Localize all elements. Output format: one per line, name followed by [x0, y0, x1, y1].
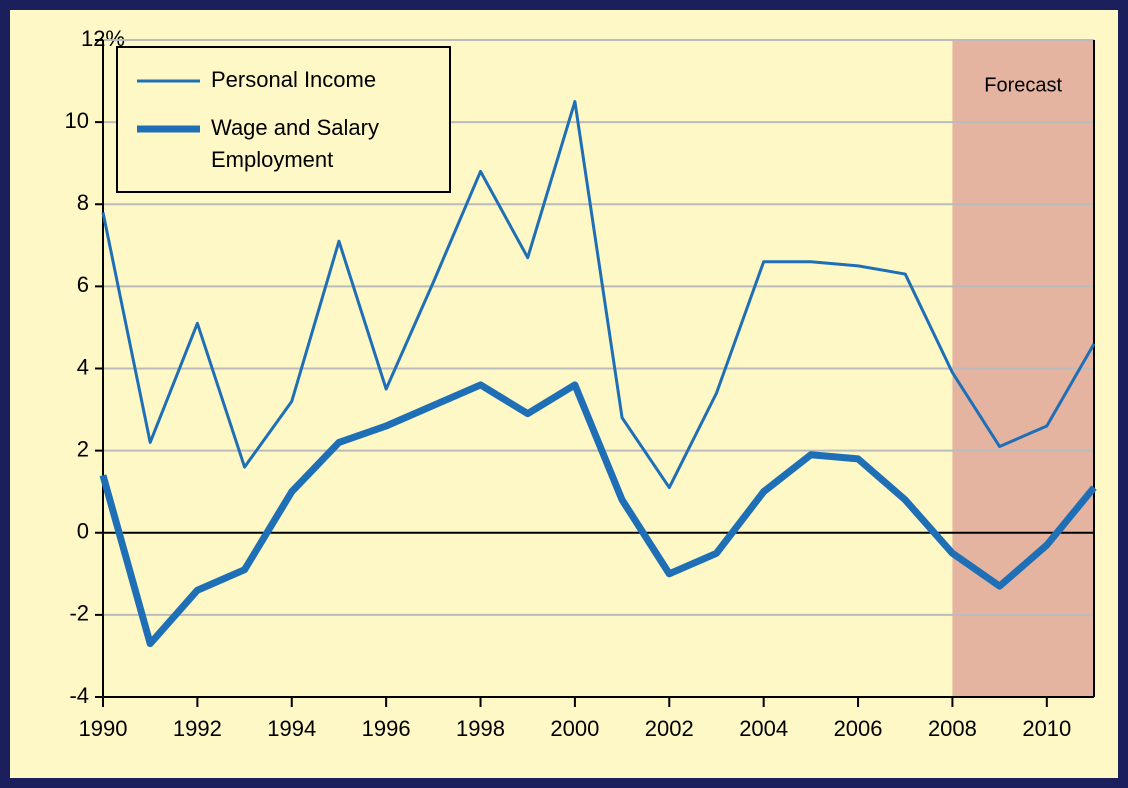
x-tick-label: 2000	[550, 716, 599, 741]
y-tick-label: -4	[69, 683, 89, 708]
x-tick-label: 1996	[362, 716, 411, 741]
y-tick-label: 2	[77, 436, 89, 461]
legend-box	[116, 46, 451, 193]
series-line	[101, 100, 1096, 490]
x-tick-label: 2008	[928, 716, 977, 741]
x-tick-label: 2002	[645, 716, 694, 741]
x-tick-label: 2010	[1022, 716, 1071, 741]
y-tick-label: 4	[77, 354, 89, 379]
x-tick-label: 1992	[173, 716, 222, 741]
series-line	[99, 381, 1097, 648]
x-tick-label: 1994	[267, 716, 316, 741]
forecast-label: Forecast	[984, 74, 1062, 96]
y-tick-label: -2	[69, 601, 89, 626]
x-tick-label: 2006	[834, 716, 883, 741]
y-tick-label: 10	[65, 108, 89, 133]
legend-label: Wage and Salary Employment	[211, 115, 379, 172]
x-tick-label: 2004	[739, 716, 788, 741]
legend-line: Wage and Salary	[211, 115, 379, 140]
x-tick-label: 1990	[79, 716, 128, 741]
y-tick-label: 8	[77, 190, 89, 215]
x-tick-label: 1998	[456, 716, 505, 741]
legend-label: Personal Income	[211, 67, 376, 92]
y-tick-label: 6	[77, 272, 89, 297]
y-tick-label: 0	[77, 519, 89, 544]
legend: Personal Income Wage and Salary Employment	[116, 46, 451, 193]
legend-line: Employment	[211, 147, 333, 172]
